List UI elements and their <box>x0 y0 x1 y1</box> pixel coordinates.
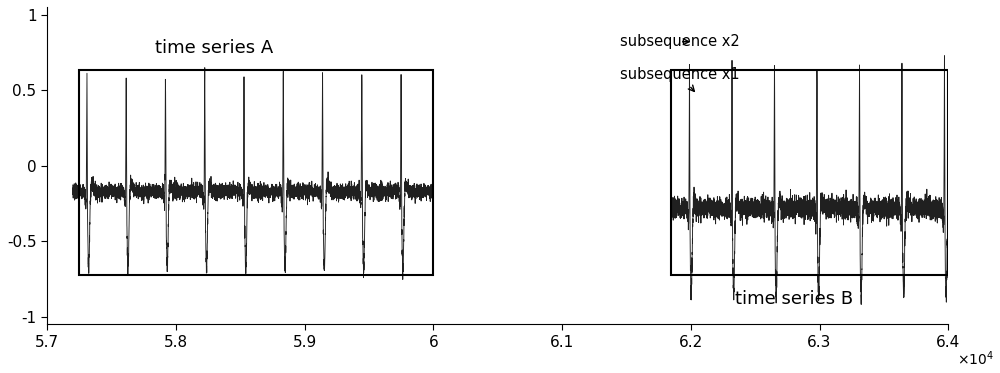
Text: time series A: time series A <box>155 39 274 57</box>
Text: subsequence x1: subsequence x1 <box>620 68 740 91</box>
Text: time series B: time series B <box>735 290 853 308</box>
Text: subsequence x2: subsequence x2 <box>620 34 740 49</box>
Bar <box>671 70 948 275</box>
Bar <box>79 70 433 275</box>
Text: $\times10^4$: $\times10^4$ <box>957 350 994 369</box>
